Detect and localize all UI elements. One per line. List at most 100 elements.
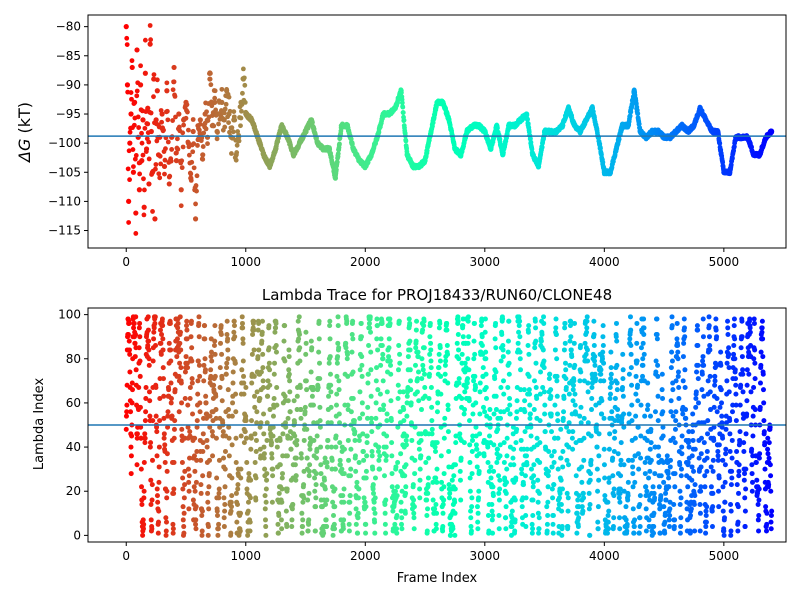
lambda-point — [605, 519, 611, 525]
lambda-point — [630, 471, 636, 477]
lambda-point — [500, 316, 506, 322]
lambda-point — [565, 508, 571, 514]
delta-g-point — [232, 117, 238, 123]
lambda-point — [413, 345, 419, 351]
lambda-point — [496, 497, 502, 503]
lambda-point — [146, 389, 152, 395]
lambda-point — [138, 466, 144, 472]
lambda-point — [191, 453, 197, 459]
lambda-point — [282, 323, 288, 329]
lambda-point — [271, 396, 277, 402]
lambda-point — [315, 384, 321, 390]
lambda-point — [388, 371, 394, 377]
delta-g-point — [165, 139, 171, 145]
delta-g-point — [154, 88, 160, 94]
lambda-point — [559, 508, 565, 514]
lambda-point — [477, 411, 483, 417]
lambda-point — [433, 475, 439, 481]
lambda-point — [190, 411, 196, 417]
lambda-point — [238, 510, 244, 516]
delta-g-point — [139, 130, 144, 136]
lambda-point — [399, 526, 405, 532]
lambda-point — [189, 358, 195, 364]
lambda-point — [139, 501, 145, 507]
lambda-point — [363, 504, 369, 510]
lambda-point — [243, 413, 249, 419]
lambda-point — [171, 490, 177, 496]
lambda-point — [296, 314, 302, 320]
lambda-point — [357, 415, 363, 421]
lambda-point — [477, 380, 483, 386]
lambda-point — [475, 519, 481, 525]
lambda-point — [517, 318, 523, 324]
lambda-point — [500, 347, 506, 353]
lambda-point — [168, 380, 174, 386]
lambda-point — [194, 457, 200, 463]
lambda-point — [585, 358, 591, 364]
lambda-point — [216, 457, 222, 463]
lambda-point — [369, 453, 375, 459]
lambda-point — [154, 424, 160, 430]
lambda-point — [283, 420, 289, 426]
delta-g-point — [134, 47, 140, 53]
lambda-point — [363, 521, 369, 527]
lambda-point — [434, 440, 440, 446]
lambda-point — [243, 384, 249, 390]
lambda-point — [542, 429, 548, 435]
lambda-point — [352, 429, 358, 435]
lambda-point — [558, 477, 564, 483]
lambda-point — [420, 362, 426, 368]
lambda-point — [219, 351, 225, 357]
lambda-point — [194, 418, 200, 424]
lambda-point — [473, 384, 479, 390]
lambda-point — [327, 323, 333, 329]
lambda-point — [261, 451, 267, 457]
lambda-point — [387, 316, 393, 322]
lambda-point — [621, 488, 627, 494]
lambda-point — [445, 380, 451, 386]
lambda-point — [444, 327, 450, 333]
lambda-point — [397, 360, 403, 366]
lambda-point — [321, 477, 327, 483]
lambda-point — [430, 479, 436, 485]
lambda-point — [455, 331, 461, 337]
lambda-point — [573, 411, 579, 417]
x-tick-label: 4000 — [589, 255, 620, 269]
lambda-point — [341, 471, 347, 477]
lambda-point — [545, 513, 551, 519]
lambda-point — [465, 318, 471, 324]
lambda-point — [229, 475, 235, 481]
delta-g-point — [125, 166, 131, 172]
lambda-point — [560, 448, 566, 454]
lambda-point — [437, 358, 443, 364]
delta-g-point — [216, 121, 221, 127]
lambda-point — [203, 400, 209, 406]
lambda-point — [501, 391, 507, 397]
delta-g-point — [167, 173, 173, 179]
lambda-point — [462, 360, 468, 366]
lambda-point — [137, 334, 143, 340]
lambda-point — [213, 435, 219, 441]
lambda-point — [493, 345, 499, 351]
lambda-point — [368, 393, 374, 399]
lambda-point — [175, 320, 181, 326]
lambda-point — [519, 466, 525, 472]
lambda-point — [490, 513, 496, 519]
delta-g-point — [145, 130, 151, 136]
lambda-point — [160, 336, 166, 342]
lambda-point — [441, 484, 447, 490]
lambda-point — [164, 468, 170, 474]
lambda-point — [348, 446, 354, 452]
lambda-point — [544, 504, 550, 510]
lambda-point — [358, 334, 364, 340]
lambda-point — [546, 376, 552, 382]
lambda-point — [134, 462, 140, 468]
lambda-point — [379, 320, 385, 326]
lambda-point — [558, 501, 564, 507]
lambda-point — [353, 468, 359, 474]
lambda-point — [334, 373, 340, 379]
lambda-point — [576, 504, 582, 510]
lambda-point — [340, 526, 346, 532]
lambda-point — [614, 338, 620, 344]
delta-g-point — [539, 144, 545, 150]
